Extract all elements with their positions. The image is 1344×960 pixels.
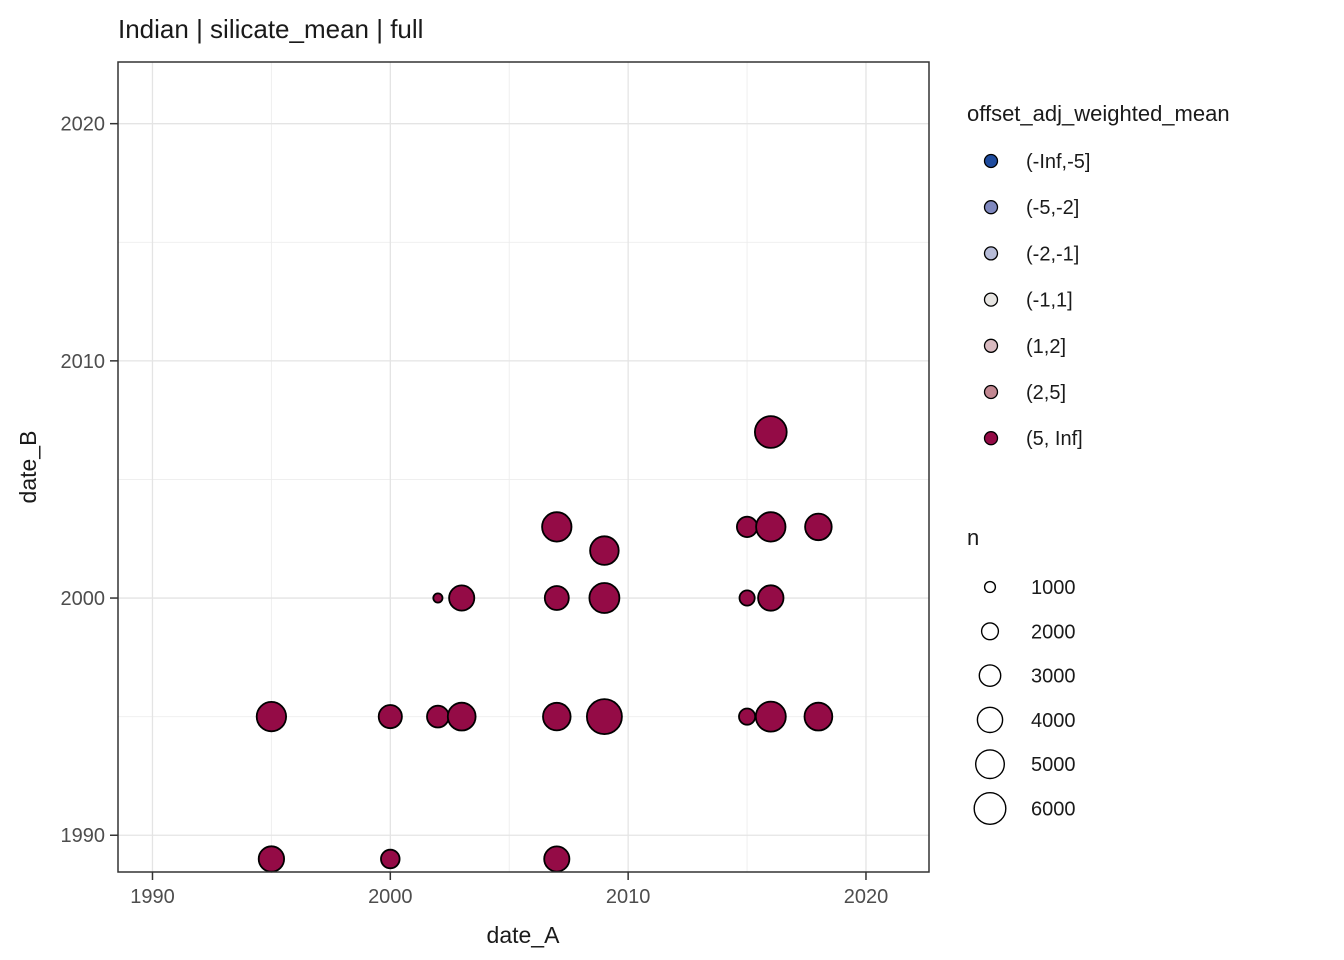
color-legend-dot xyxy=(983,338,999,353)
size-legend-label: 4000 xyxy=(1031,710,1076,732)
size-legend-circle xyxy=(980,622,1000,641)
color-legend-title: offset_adj_weighted_mean xyxy=(967,101,1230,126)
color-legend-items: (-Inf,-5] (-5,-2] (-2,-1] (-1,1] (1,2] (2,5] (… xyxy=(983,151,1090,450)
size-legend-label: 5000 xyxy=(1031,754,1076,776)
size-legend-circle xyxy=(978,664,1002,687)
x-axis: 1990 2000 2010 2020 xyxy=(130,872,888,908)
data-point xyxy=(755,511,787,543)
size-legend-label: 2000 xyxy=(1031,621,1076,643)
data-point xyxy=(753,415,788,449)
color-legend-label: (1,2] xyxy=(1026,336,1066,358)
size-legend-label: 6000 xyxy=(1031,799,1076,821)
size-legend-title: n xyxy=(967,525,979,550)
color-legend-label: (-Inf,-5] xyxy=(1026,151,1090,173)
y-tick-label: 1990 xyxy=(61,825,106,847)
data-point xyxy=(446,701,477,732)
data-point xyxy=(588,582,621,614)
color-legend-dot xyxy=(983,431,999,446)
color-legend-dot xyxy=(983,153,999,169)
size-legend-circle xyxy=(973,792,1007,826)
size-legend: n 1000 2000 3000 4000 5000 6000 xyxy=(967,525,1076,826)
data-point xyxy=(541,511,573,543)
color-legend-dot xyxy=(983,384,999,400)
x-tick-label: 2020 xyxy=(844,886,889,908)
data-point xyxy=(543,585,570,611)
x-axis-title: date_A xyxy=(487,922,561,948)
color-legend-label: (5, Inf] xyxy=(1026,428,1083,450)
data-point xyxy=(432,592,444,604)
data-point xyxy=(255,700,287,733)
panel-background xyxy=(118,62,929,872)
color-legend-dot xyxy=(983,200,999,215)
x-tick-label: 1990 xyxy=(130,886,175,908)
size-legend-items: 1000 2000 3000 4000 5000 6000 xyxy=(973,577,1076,826)
color-legend-label: (2,5] xyxy=(1026,382,1066,404)
size-legend-label: 1000 xyxy=(1031,577,1076,599)
data-point xyxy=(738,589,756,607)
data-point xyxy=(543,845,571,873)
panel-border xyxy=(117,61,930,873)
data-point xyxy=(586,698,623,735)
grid-major-group xyxy=(118,62,929,872)
data-point xyxy=(380,848,401,870)
y-axis-title: date_B xyxy=(15,431,41,504)
grid-minor-group xyxy=(118,62,929,872)
data-point xyxy=(757,584,785,612)
color-legend-label: (-1,1] xyxy=(1026,290,1073,312)
data-point xyxy=(377,704,403,730)
size-legend-circle xyxy=(975,749,1006,780)
color-legend-dot xyxy=(983,292,999,307)
data-point xyxy=(754,700,787,733)
color-legend: offset_adj_weighted_mean (-Inf,-5] (-5,-2… xyxy=(967,101,1230,450)
data-point xyxy=(735,515,759,539)
data-point xyxy=(426,704,450,729)
y-tick-label: 2020 xyxy=(61,114,106,136)
data-point xyxy=(257,845,285,873)
chart-title: Indian | silicate_mean | full xyxy=(118,14,423,44)
data-point xyxy=(448,584,476,612)
size-legend-circle xyxy=(983,580,997,594)
data-point xyxy=(803,701,834,732)
y-tick-label: 2000 xyxy=(61,588,106,610)
data-point xyxy=(804,512,833,542)
x-tick-label: 2010 xyxy=(606,886,651,908)
size-legend-label: 3000 xyxy=(1031,666,1076,688)
color-legend-label: (-5,-2] xyxy=(1026,197,1079,219)
color-legend-dot xyxy=(983,246,999,261)
y-tick-label: 2010 xyxy=(61,351,106,373)
data-point xyxy=(542,701,572,732)
data-point xyxy=(589,535,620,566)
panel xyxy=(117,61,930,873)
color-legend-label: (-2,-1] xyxy=(1026,243,1079,265)
data-point xyxy=(738,707,757,726)
y-axis: 1990 2000 2010 2020 xyxy=(61,114,118,847)
x-tick-label: 2000 xyxy=(368,886,413,908)
size-legend-circle xyxy=(976,706,1004,734)
